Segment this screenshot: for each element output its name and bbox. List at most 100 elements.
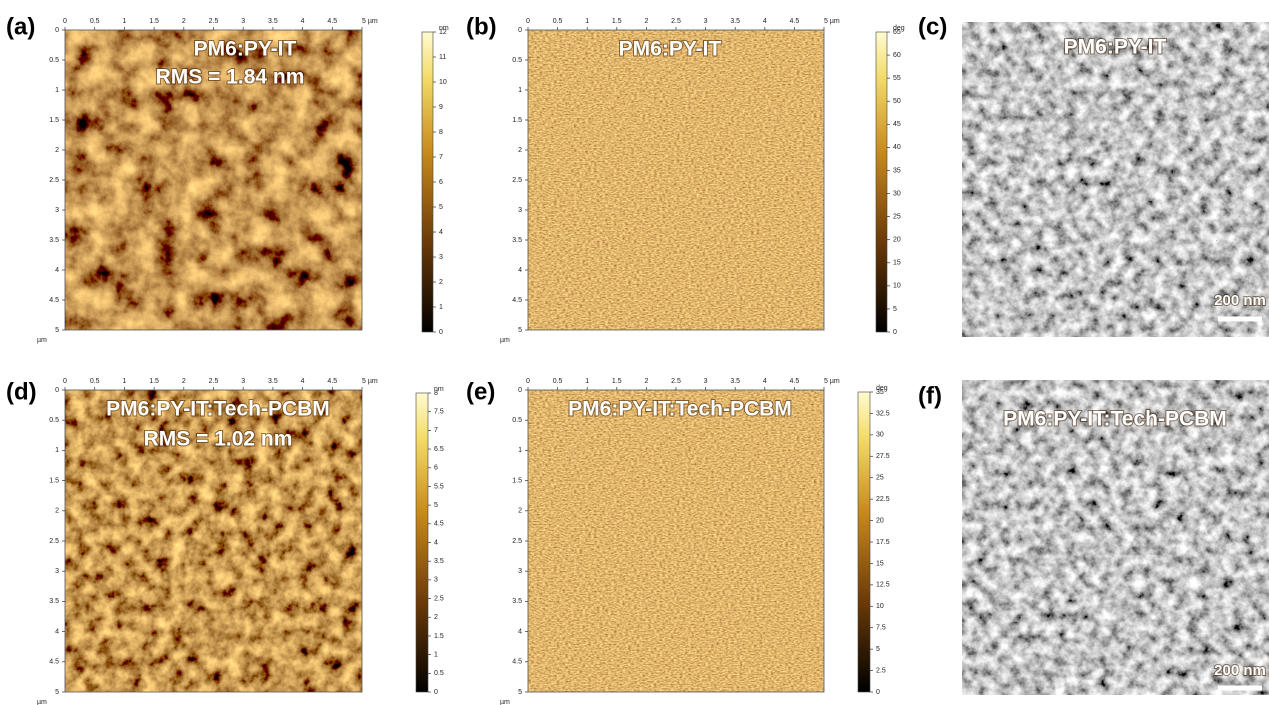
y-tick-label: 1.5 (49, 477, 59, 484)
colorbar-tick-label: 45 (893, 121, 901, 128)
x-tick-label: 0.5 (553, 18, 563, 25)
y-tick-label: 0 (518, 387, 522, 394)
x-tick-label: 1.5 (149, 18, 159, 25)
colorbar-tick-label: 0 (434, 689, 438, 696)
colorbar-tick-label: 50 (893, 98, 901, 105)
x-tick-label: 3.5 (268, 18, 278, 25)
x-tick-label: 2.5 (671, 378, 681, 385)
afm-image (528, 30, 824, 330)
colorbar-tick-label: 4.5 (434, 521, 444, 528)
y-tick-label: 5 (55, 327, 59, 334)
colorbar-tick-label: 8 (434, 390, 438, 397)
x-tick-label: 1 (122, 378, 126, 385)
panel-label: (c) (918, 13, 947, 40)
figure: 00.511.522.533.544.55 µm00.511.522.533.5… (0, 0, 1269, 705)
y-tick-label: 4.5 (49, 297, 59, 304)
sem-image (962, 22, 1269, 337)
panel-label: (d) (6, 378, 37, 405)
y-tick-label: 1 (518, 447, 522, 454)
x-tick-label: 4.5 (327, 378, 337, 385)
colorbar-tick-label: 0 (893, 329, 897, 336)
y-tick-label: 0 (55, 27, 59, 34)
y-tick-label: 1 (518, 87, 522, 94)
x-tick-label: 3 (241, 378, 245, 385)
x-tick-label: 0 (526, 378, 530, 385)
x-tick-label: 4.5 (327, 18, 337, 25)
x-tick-label: 3 (704, 18, 708, 25)
x-tick-label: 3 (241, 18, 245, 25)
x-tick-label: 3.5 (730, 18, 740, 25)
colorbar-tick-label: 22.5 (876, 496, 890, 503)
colorbar-tick-label: 15 (876, 560, 884, 567)
y-tick-label: 0 (55, 387, 59, 394)
x-tick-label: 4 (301, 378, 305, 385)
rms-value: RMS = 1.02 nm (144, 428, 293, 451)
colorbar-tick-label: 12 (439, 29, 447, 36)
colorbar-tick-label: 0.5 (434, 670, 444, 677)
y-tick-label: 5 (518, 689, 522, 696)
colorbar-tick-label: 30 (876, 432, 884, 439)
x-tick-label: 4 (763, 378, 767, 385)
x-tick-label: 2 (644, 18, 648, 25)
colorbar-tick-label: 20 (876, 517, 884, 524)
colorbar-tick-label: 9 (439, 104, 443, 111)
colorbar-tick-label: 3 (434, 577, 438, 584)
x-tick-label: 4 (763, 18, 767, 25)
colorbar (876, 32, 887, 332)
colorbar-tick-label: 55 (893, 75, 901, 82)
y-tick-label: 4 (55, 628, 59, 635)
x-tick-label: 1.5 (612, 378, 622, 385)
colorbar-tick-label: 4 (434, 539, 438, 546)
x-tick-label: 5 µm (824, 18, 840, 25)
panel-label: (a) (6, 13, 35, 40)
x-tick-label: 4.5 (790, 378, 800, 385)
y-tick-label: 1 (55, 447, 59, 454)
y-tick-label: 3 (55, 568, 59, 575)
y-tick-label: 1.5 (49, 117, 59, 124)
colorbar-tick-label: 6 (434, 465, 438, 472)
colorbar-tick-label: 20 (893, 237, 901, 244)
x-tick-label: 2.5 (209, 18, 219, 25)
colorbar-tick-label: 7.5 (876, 625, 886, 632)
scale-bar-label: 200 nm (1214, 292, 1266, 309)
colorbar-tick-label: 3 (439, 254, 443, 261)
colorbar-tick-label: 6.5 (434, 446, 444, 453)
panel-label: (e) (466, 378, 495, 405)
colorbar-tick-label: 40 (893, 144, 901, 151)
y-tick-label: 0.5 (512, 417, 522, 424)
y-tick-label: 3 (518, 207, 522, 214)
y-tick-label: 2 (55, 147, 59, 154)
x-tick-label: 1 (122, 18, 126, 25)
y-tick-label: 0.5 (49, 57, 59, 64)
colorbar-tick-label: 27.5 (876, 453, 890, 460)
x-tick-label: 4 (301, 18, 305, 25)
scale-bar-label: 200 nm (1214, 662, 1266, 679)
y-tick-label: 1.5 (512, 117, 522, 124)
colorbar-tick-label: 7.5 (434, 409, 444, 416)
colorbar-tick-label: 60 (893, 52, 901, 59)
sample-title: PM6:PY-IT:Tech-PCBM (568, 398, 792, 421)
colorbar-tick-label: 8 (439, 129, 443, 136)
colorbar (858, 392, 870, 692)
sample-title: PM6:PY-IT:Tech-PCBM (106, 398, 330, 421)
colorbar-tick-label: 3.5 (434, 558, 444, 565)
colorbar-tick-label: 2.5 (876, 667, 886, 674)
axis-unit: µm (500, 337, 510, 344)
panel-label: (f) (918, 382, 942, 409)
x-tick-label: 5 µm (362, 378, 378, 385)
colorbar-tick-label: 32.5 (876, 410, 890, 417)
colorbar-tick-label: 1.5 (434, 633, 444, 640)
sample-title: PM6:PY-IT (619, 38, 722, 61)
colorbar-tick-label: 2 (434, 614, 438, 621)
colorbar-tick-label: 2.5 (434, 595, 444, 602)
rms-value: RMS = 1.84 nm (156, 66, 305, 89)
x-tick-label: 1 (585, 378, 589, 385)
y-tick-label: 2.5 (512, 177, 522, 184)
colorbar (416, 393, 428, 692)
x-tick-label: 0.5 (90, 378, 100, 385)
y-tick-label: 3 (518, 568, 522, 575)
colorbar-tick-label: 5 (434, 502, 438, 509)
y-tick-label: 2 (518, 508, 522, 515)
y-tick-label: 3 (55, 207, 59, 214)
colorbar-tick-label: 1 (439, 304, 443, 311)
